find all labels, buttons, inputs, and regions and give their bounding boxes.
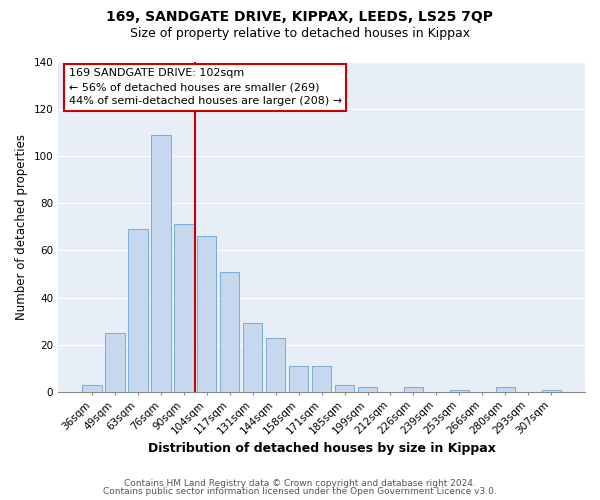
Bar: [542, 390, 561, 392]
Bar: [220, 272, 239, 392]
Bar: [312, 366, 331, 392]
Text: Size of property relative to detached houses in Kippax: Size of property relative to detached ho…: [130, 28, 470, 40]
Text: Contains public sector information licensed under the Open Government Licence v3: Contains public sector information licen…: [103, 487, 497, 496]
Bar: [197, 236, 217, 392]
Text: Contains HM Land Registry data © Crown copyright and database right 2024.: Contains HM Land Registry data © Crown c…: [124, 478, 476, 488]
Text: 169 SANDGATE DRIVE: 102sqm
← 56% of detached houses are smaller (269)
44% of sem: 169 SANDGATE DRIVE: 102sqm ← 56% of deta…: [69, 68, 342, 106]
Bar: [404, 387, 423, 392]
Bar: [449, 390, 469, 392]
Bar: [151, 134, 170, 392]
Y-axis label: Number of detached properties: Number of detached properties: [15, 134, 28, 320]
Bar: [105, 333, 125, 392]
Bar: [174, 224, 194, 392]
Bar: [266, 338, 286, 392]
X-axis label: Distribution of detached houses by size in Kippax: Distribution of detached houses by size …: [148, 442, 496, 455]
Bar: [82, 385, 101, 392]
Bar: [358, 387, 377, 392]
Text: 169, SANDGATE DRIVE, KIPPAX, LEEDS, LS25 7QP: 169, SANDGATE DRIVE, KIPPAX, LEEDS, LS25…: [107, 10, 493, 24]
Bar: [496, 387, 515, 392]
Bar: [128, 229, 148, 392]
Bar: [289, 366, 308, 392]
Bar: [243, 324, 262, 392]
Bar: [335, 385, 355, 392]
